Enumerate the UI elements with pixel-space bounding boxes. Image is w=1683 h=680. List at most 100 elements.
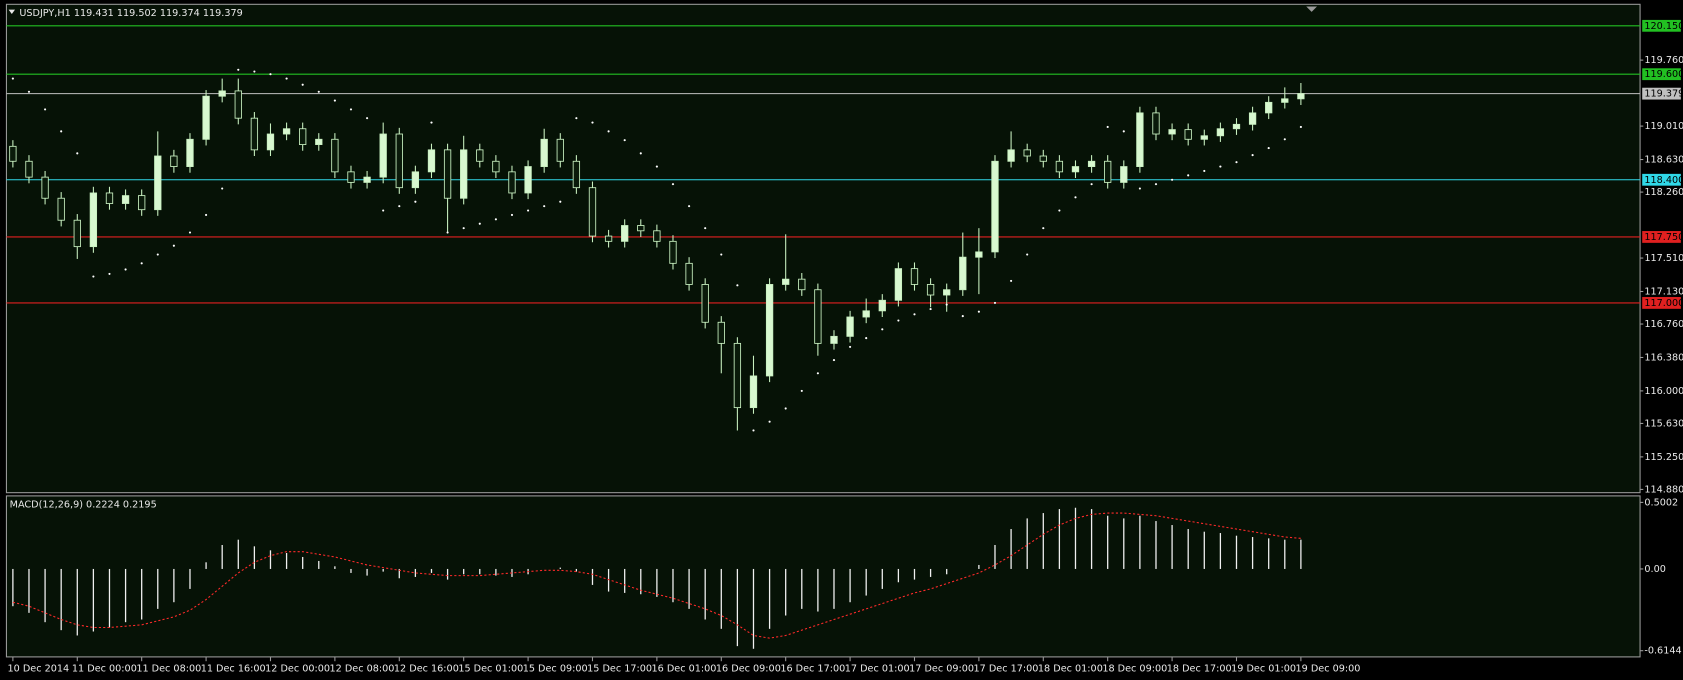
x-tick-label: 17 Dec 01:00 [845, 664, 910, 675]
sar-dot [639, 152, 642, 155]
sar-dot [688, 205, 691, 208]
sar-dot [1074, 196, 1077, 199]
candle-body [540, 138, 548, 167]
candle-body [411, 171, 420, 189]
level-label-box [1642, 297, 1681, 309]
menu-arrow[interactable] [8, 9, 16, 14]
candle-body [25, 160, 33, 178]
y-tick-label: 117.130 [1644, 286, 1683, 297]
sar-dot [897, 319, 900, 322]
sar-dot [800, 389, 803, 392]
candle-body [315, 138, 323, 146]
sar-dot [704, 227, 707, 230]
sar-dot [92, 275, 95, 278]
sar-dot [27, 90, 31, 93]
sar-dot [349, 108, 353, 111]
sar-dot [945, 303, 948, 306]
candle-body [1055, 160, 1064, 173]
x-tick-label: 11 Dec 16:00 [201, 664, 266, 675]
level-label-box [1642, 19, 1681, 32]
sar-dot [478, 222, 481, 225]
candle-body [1265, 101, 1273, 114]
candle-body [653, 230, 661, 242]
sar-dot [494, 218, 497, 221]
candle-body [57, 197, 65, 221]
candle-body [492, 160, 500, 173]
sar-dot [720, 253, 723, 256]
sar-dot [188, 231, 192, 234]
y-tick-label: 0.5002 [1644, 497, 1678, 508]
sar-dot [623, 139, 626, 142]
candle-body [556, 138, 564, 162]
candle-body [1007, 149, 1015, 162]
candle-body [218, 90, 226, 97]
candle-body [379, 133, 387, 178]
candle-body [1232, 123, 1241, 130]
sar-dot [1042, 227, 1045, 230]
candle-body [685, 262, 693, 285]
sar-dot [430, 121, 433, 124]
sar-dot [575, 117, 578, 120]
candle-body [749, 375, 758, 409]
y-tick-label: 116.380 [1644, 352, 1683, 363]
candle-body [363, 176, 371, 183]
candle-body [524, 166, 532, 194]
candle-body [894, 268, 903, 301]
y-tick-label: 119.760 [1644, 55, 1683, 66]
candle-body [202, 95, 210, 140]
sar-dot [527, 209, 530, 212]
candle-body [138, 195, 146, 211]
sar-dot [414, 200, 417, 203]
sar-dot [285, 77, 288, 80]
sar-dot [1154, 183, 1158, 186]
candle-body [476, 149, 484, 162]
x-tick-label: 11 Dec 00:00 [72, 664, 137, 675]
sar-dot [559, 200, 562, 203]
level-label-box [1642, 231, 1681, 243]
sar-dot [913, 313, 916, 316]
candle-body [250, 117, 259, 151]
candle-body [1184, 129, 1192, 140]
level-label-box [1642, 173, 1681, 186]
sar-dot [156, 253, 159, 256]
level-label: 119.379 [1644, 89, 1683, 100]
sar-dot [60, 130, 63, 133]
level-label: 119.600 [1644, 69, 1683, 80]
candle-body [572, 160, 581, 189]
sar-dot [1026, 253, 1029, 256]
x-tick-label: 16 Dec 17:00 [780, 664, 845, 675]
candle-body [427, 149, 436, 173]
candle-body [443, 149, 452, 199]
sar-dot [1058, 209, 1061, 212]
candle-body [234, 90, 242, 119]
candle-body [701, 284, 709, 323]
sar-dot [317, 90, 320, 93]
level-label-box [1642, 68, 1681, 81]
candle-body [926, 284, 935, 296]
sar-dot [1251, 154, 1254, 157]
candle-body [9, 145, 17, 162]
x-tick-label: 11 Dec 08:00 [136, 664, 201, 675]
candle-body [588, 187, 597, 237]
candle-body [1120, 166, 1128, 183]
candle-body [1248, 112, 1257, 125]
candle-body [1039, 155, 1047, 162]
candle-body [782, 278, 790, 285]
sar-dot [269, 73, 272, 76]
candle-body [508, 171, 516, 194]
candle-body [299, 128, 307, 146]
y-tick-label: 118.260 [1644, 187, 1683, 198]
x-tick-label: 12 Dec 08:00 [330, 664, 395, 675]
sar-dot [108, 272, 111, 275]
candle-body [41, 176, 49, 199]
x-tick-label: 18 Dec 09:00 [1102, 664, 1167, 675]
candle-body [1104, 160, 1112, 183]
sar-dot [961, 315, 964, 318]
sar-dot [543, 205, 546, 208]
sar-dot [1235, 161, 1238, 164]
x-tick-label: 16 Dec 09:00 [716, 664, 781, 675]
sar-dot [768, 420, 771, 423]
sar-dot [510, 213, 514, 217]
x-tick-label: 15 Dec 17:00 [587, 664, 652, 675]
